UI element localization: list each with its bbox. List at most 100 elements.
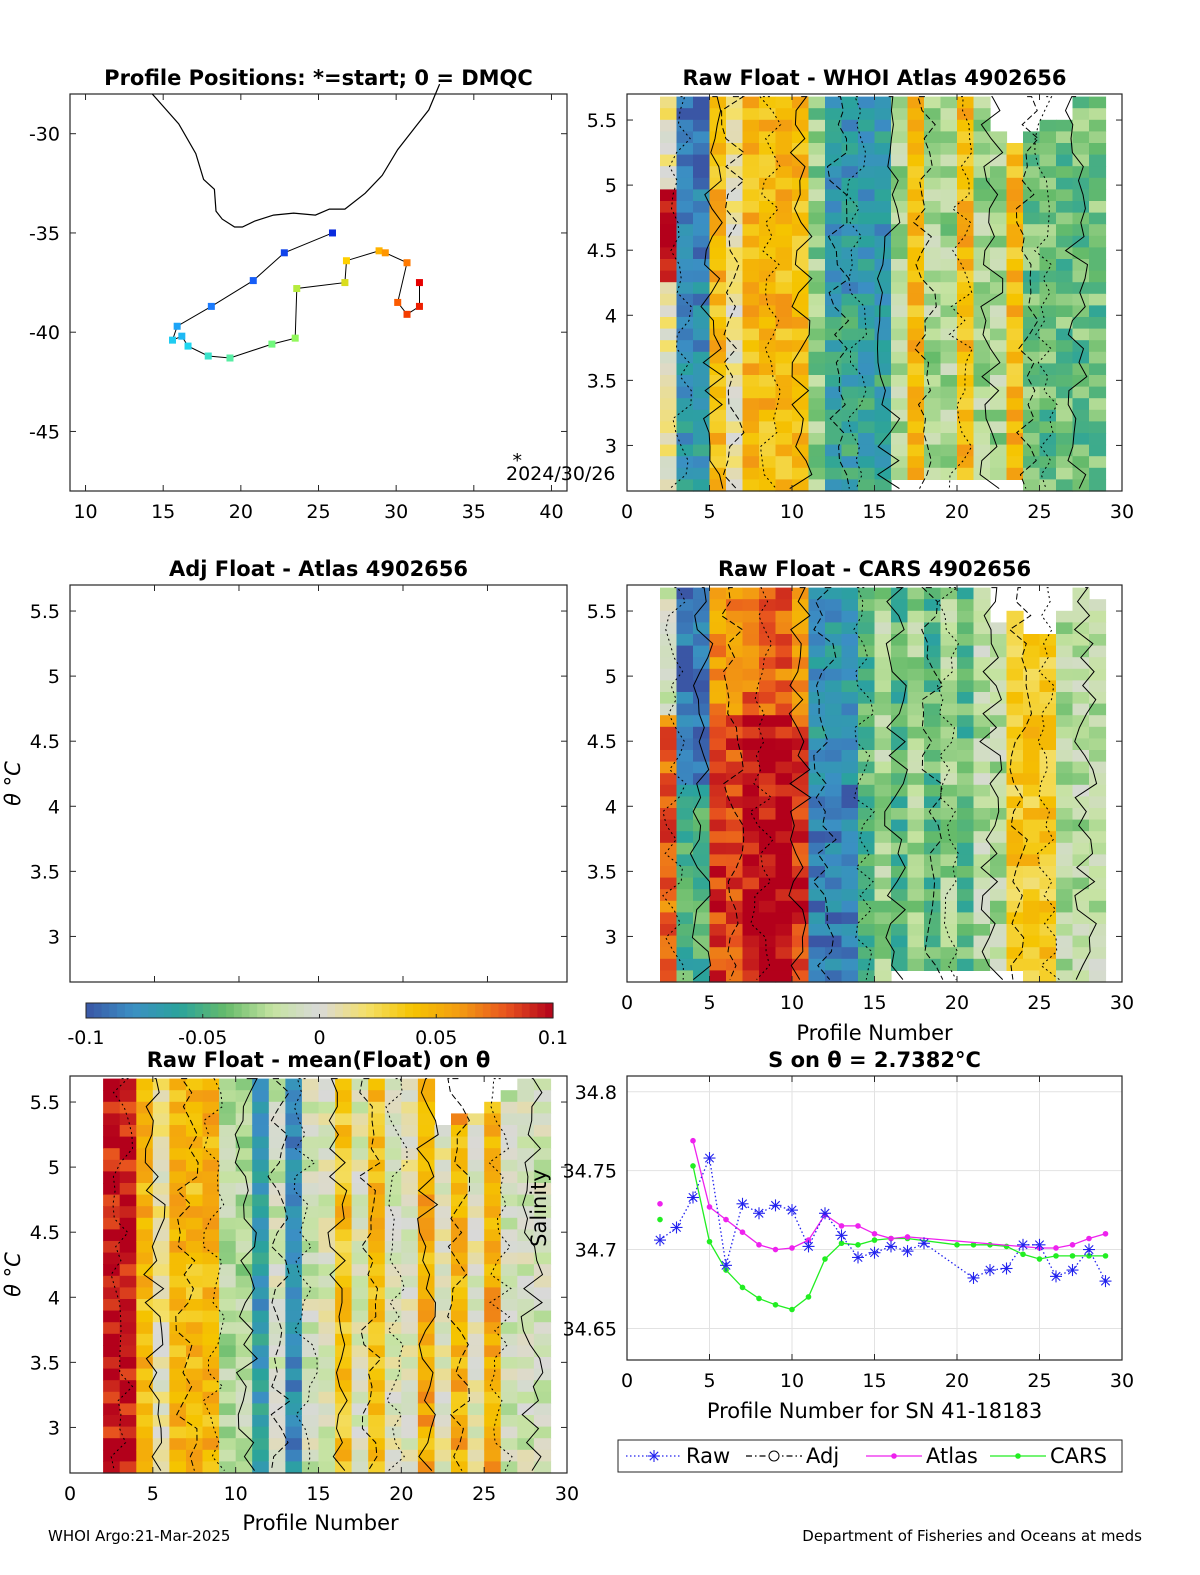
raw-cars-cell xyxy=(676,784,694,797)
raw-whoi-cell xyxy=(825,247,843,260)
raw-mean-cell xyxy=(301,1136,320,1149)
raw-cars-cell xyxy=(924,808,942,821)
raw-mean-cell xyxy=(401,1206,419,1219)
raw-cars-cell xyxy=(1089,726,1107,739)
raw-mean-cell xyxy=(186,1322,204,1335)
raw-mean-cell xyxy=(335,1391,353,1404)
raw-mean-cell xyxy=(484,1229,502,1242)
raw-whoi-cell xyxy=(1056,166,1074,179)
raw-cars-cell xyxy=(759,587,777,600)
raw-mean-cell xyxy=(335,1461,353,1474)
raw-mean-cell xyxy=(169,1287,187,1300)
raw-cars-cell xyxy=(940,842,958,855)
raw-mean-cell xyxy=(169,1241,187,1254)
raw-whoi-cell xyxy=(808,433,826,446)
raw-mean-cell xyxy=(451,1206,469,1219)
raw-whoi-cell xyxy=(1039,444,1057,457)
colorbar-swatch xyxy=(124,1003,134,1018)
raw-cars-cell xyxy=(825,854,843,867)
raw-cars-cell xyxy=(726,645,744,658)
raw-cars-cell xyxy=(825,610,843,623)
raw-whoi-cell xyxy=(858,119,876,132)
raw-cars-cell xyxy=(973,877,991,890)
raw-cars-cell xyxy=(709,912,727,925)
colorbar-swatch xyxy=(436,1003,445,1018)
raw-cars-cell xyxy=(808,924,826,937)
raw-mean-cell xyxy=(451,1252,469,1265)
raw-cars-cell xyxy=(693,819,711,832)
raw-mean-cell xyxy=(451,1438,469,1451)
raw-mean-cell xyxy=(202,1391,220,1404)
colorbar-swatch xyxy=(101,1003,110,1018)
raw-whoi-cell xyxy=(940,363,958,376)
raw-whoi-cell xyxy=(990,224,1008,237)
raw-whoi-cell xyxy=(1023,166,1041,179)
raw-cars-cell xyxy=(726,889,744,902)
raw-whoi-cell xyxy=(825,433,843,446)
raw-marker-stroke xyxy=(754,1208,764,1218)
raw-cars-cell xyxy=(1006,750,1024,763)
raw-mean-cell xyxy=(252,1391,270,1404)
raw-mean-cell xyxy=(219,1449,237,1462)
raw-mean-cell xyxy=(136,1449,154,1462)
raw-whoi-cell xyxy=(924,108,942,121)
raw-whoi-cell xyxy=(973,212,991,225)
raw-whoi-cell xyxy=(990,282,1008,295)
raw-whoi-cell xyxy=(709,351,727,364)
raw-mean-cell xyxy=(434,1241,452,1254)
raw-mean-cell xyxy=(368,1275,386,1288)
raw-whoi-cell xyxy=(1089,351,1107,364)
raw-whoi-cell xyxy=(858,189,876,202)
raw-mean-cell xyxy=(533,1136,552,1149)
raw-cars-cell xyxy=(1056,622,1074,635)
raw-cars-cell xyxy=(973,750,991,763)
raw-whoi-cell xyxy=(792,96,810,109)
raw-cars-cell xyxy=(1006,900,1024,913)
raw-cars-cell xyxy=(1023,947,1041,960)
raw-cars-cell xyxy=(726,912,744,925)
raw-cars-cell xyxy=(742,668,760,681)
raw-cars-cell xyxy=(660,668,678,681)
raw-cars-cell xyxy=(990,912,1008,925)
raw-mean-cell xyxy=(268,1241,286,1254)
colorbar-swatch xyxy=(319,1003,328,1018)
raw-mean-cell xyxy=(451,1148,469,1161)
raw-whoi-cell xyxy=(907,270,925,283)
raw-cars-cell xyxy=(1089,912,1107,925)
raw-cars-cell xyxy=(709,784,727,797)
raw-cars-cell xyxy=(775,599,793,612)
raw-mean-cell xyxy=(368,1368,386,1381)
raw-whoi-cell xyxy=(693,259,711,272)
raw-whoi-cell xyxy=(808,131,826,144)
raw-whoi-cell xyxy=(940,340,958,353)
raw-whoi-cell xyxy=(858,235,876,248)
raw-mean-cell xyxy=(384,1461,402,1474)
raw-whoi-cell xyxy=(693,317,711,330)
raw-whoi-cell xyxy=(808,235,826,248)
raw-whoi-cell xyxy=(1023,177,1041,190)
raw-cars-cell xyxy=(1072,726,1090,739)
raw-whoi-cell xyxy=(957,96,975,109)
raw-mean-cell xyxy=(301,1449,320,1462)
raw-whoi-cell xyxy=(957,119,975,132)
raw-cars-cell xyxy=(1056,692,1074,705)
raw-cars-cell xyxy=(825,947,843,960)
raw-mean-cell xyxy=(202,1403,220,1416)
raw-cars-cell xyxy=(709,947,727,960)
legend-label-raw: Raw xyxy=(686,1444,730,1468)
raw-cars-cell xyxy=(709,958,727,971)
cars-series-point xyxy=(1102,1253,1109,1259)
raw-cars-cell xyxy=(957,854,975,867)
raw-cars-cell xyxy=(660,599,678,612)
raw-mean-cell xyxy=(169,1426,187,1439)
raw-whoi-cell xyxy=(709,166,727,179)
raw-cars-cell xyxy=(709,750,727,763)
raw-marker-stroke xyxy=(820,1208,830,1218)
raw-mean-cell xyxy=(384,1449,402,1462)
raw-whoi-cell xyxy=(825,363,843,376)
raw-mean-cell xyxy=(484,1333,502,1346)
colorbar-swatch xyxy=(140,1003,149,1018)
raw-cars-cell xyxy=(726,808,744,821)
raw-mean-cell xyxy=(219,1078,237,1091)
raw-whoi-cell xyxy=(676,201,694,214)
